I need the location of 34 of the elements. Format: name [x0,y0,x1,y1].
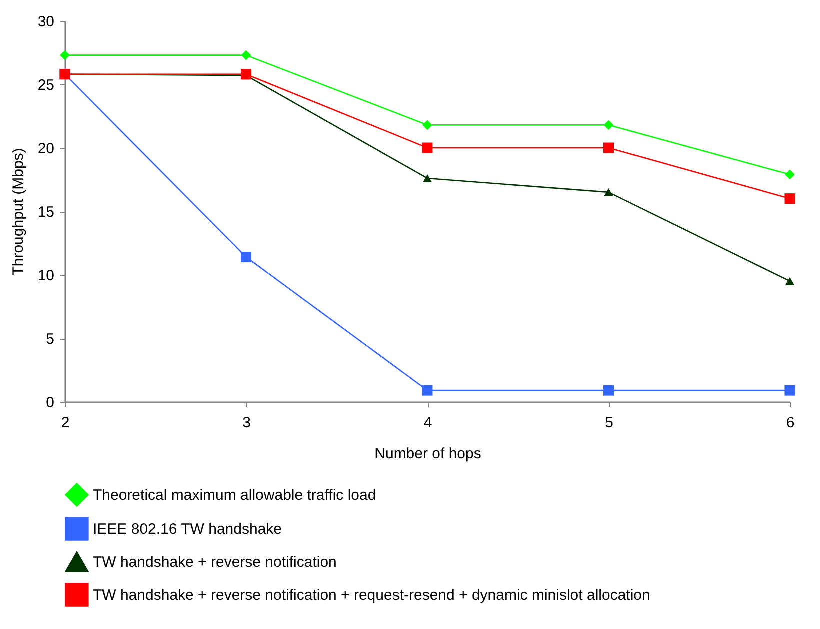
point [241,252,252,262]
point [784,194,796,204]
point [60,50,70,60]
y-tick-label: 20 [38,140,54,158]
x-tick-label: 6 [786,414,795,432]
point [784,385,796,396]
x-tick-label: 3 [242,414,251,432]
point [604,188,614,196]
point [422,385,433,396]
legend-label: IEEE 802.16 TW handshake [93,521,282,538]
point [422,120,432,130]
point [241,69,252,80]
legend-label: Theoretical maximum allowable traffic load [93,487,376,504]
legend-label: TW handshake + reverse notification [93,554,337,571]
point [241,50,252,60]
y-axis-title: Throughput (Mbps) [10,148,27,276]
y-tick-label: 10 [38,268,54,284]
x-tick-label: 5 [605,414,614,432]
point [604,120,614,130]
x-axis-title: Number of hops [374,446,482,462]
point [422,142,433,154]
point [785,277,795,286]
y-tick-label: 5 [46,331,54,348]
y-tick-label: 30 [38,14,54,30]
x-tick-label: 2 [61,414,70,432]
point [604,385,614,396]
y-tick-label: 25 [38,77,54,94]
y-tick-label: 0 [46,394,54,412]
point [422,174,432,182]
point [604,142,614,154]
legend-label: TW handshake + reverse notification + request-resend + dynamic minislot allocation [93,587,650,604]
x-tick-label: 4 [424,414,432,432]
y-tick-label: 15 [38,204,54,221]
point [785,170,795,180]
